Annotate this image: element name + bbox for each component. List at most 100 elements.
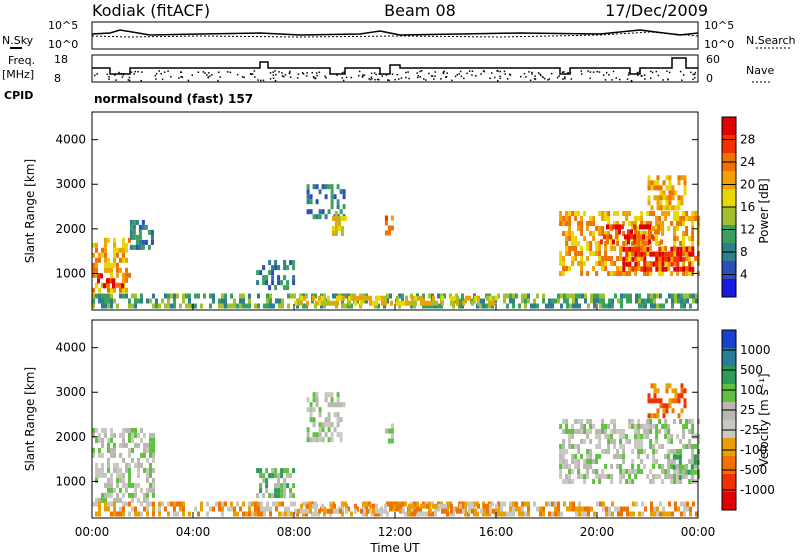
heatmap-cell bbox=[398, 293, 401, 299]
heatmap-cell bbox=[497, 511, 500, 517]
heatmap-cell bbox=[333, 402, 337, 408]
heatmap-cell bbox=[330, 422, 334, 428]
heatmap-cell bbox=[637, 469, 641, 474]
heatmap-cell bbox=[384, 230, 388, 236]
heatmap-cell bbox=[107, 442, 110, 448]
heatmap-cell bbox=[324, 184, 328, 190]
heatmap-cell bbox=[571, 444, 575, 449]
heatmap-cell bbox=[562, 231, 566, 236]
heatmap-cell bbox=[548, 511, 551, 517]
heatmap-cell bbox=[527, 501, 530, 507]
heatmap-cell bbox=[110, 501, 113, 507]
heatmap-cell bbox=[128, 482, 131, 488]
heatmap-cell bbox=[683, 398, 687, 404]
heatmap-cell bbox=[596, 293, 599, 299]
heatmap-cell bbox=[467, 511, 470, 517]
heatmap-cell bbox=[480, 508, 483, 514]
heatmap-cell bbox=[518, 303, 521, 309]
heatmap-cell bbox=[622, 454, 626, 459]
heatmap-cell bbox=[631, 424, 635, 429]
heatmap-cell bbox=[492, 508, 495, 514]
heatmap-cell bbox=[583, 211, 587, 216]
heatmap-cell bbox=[589, 216, 593, 221]
heatmap-cell bbox=[271, 270, 275, 276]
nave-dot bbox=[581, 73, 583, 75]
heatmap-cell bbox=[170, 303, 173, 309]
heatmap-cell bbox=[565, 246, 569, 251]
heatmap-cell bbox=[221, 511, 224, 517]
heatmap-cell bbox=[98, 501, 101, 507]
heatmap-cell bbox=[107, 293, 110, 299]
heatmap-cell bbox=[622, 246, 626, 252]
colorbar-tick-label: 25 bbox=[740, 403, 755, 417]
colorbar-tick-label: 500 bbox=[740, 363, 763, 377]
heatmap-cell bbox=[173, 511, 176, 517]
heatmap-cell bbox=[233, 511, 236, 517]
nave-dot bbox=[562, 71, 564, 73]
heatmap-cell bbox=[333, 412, 337, 418]
heatmap-cell bbox=[486, 295, 489, 301]
heatmap-cell bbox=[571, 454, 575, 459]
nave-dot bbox=[459, 70, 462, 73]
heatmap-cell bbox=[209, 293, 212, 299]
heatmap-cell bbox=[339, 295, 342, 301]
colorbar-tick-label: 24 bbox=[740, 155, 755, 169]
heatmap-cell bbox=[580, 266, 584, 271]
heatmap-cell bbox=[287, 293, 290, 299]
heatmap-cell bbox=[143, 452, 146, 458]
heatmap-cell bbox=[254, 506, 257, 512]
heatmap-cell bbox=[658, 241, 662, 246]
heatmap-cell bbox=[682, 271, 686, 276]
heatmap-cell bbox=[598, 256, 602, 261]
heatmap-cell bbox=[667, 459, 671, 464]
heatmap-cell bbox=[562, 454, 566, 459]
heatmap-cell bbox=[577, 429, 581, 434]
nave-dot bbox=[325, 77, 327, 79]
heatmap-cell bbox=[586, 226, 590, 231]
heatmap-cell bbox=[590, 298, 593, 304]
heatmap-cell bbox=[318, 422, 322, 428]
nave-dot bbox=[611, 79, 613, 81]
heatmap-cell bbox=[262, 265, 266, 271]
heatmap-cell bbox=[254, 303, 257, 309]
heatmap-cell bbox=[212, 293, 215, 299]
heatmap-cell bbox=[107, 457, 110, 463]
heatmap-cell bbox=[101, 303, 104, 309]
nave-dot bbox=[127, 79, 130, 81]
heatmap-cell bbox=[107, 257, 110, 263]
heatmap-cell bbox=[152, 447, 155, 453]
heatmap-cell bbox=[334, 216, 338, 221]
heatmap-cell bbox=[682, 216, 686, 221]
nave-dot bbox=[249, 73, 252, 75]
heatmap-cell bbox=[689, 511, 692, 517]
heatmap-cell bbox=[122, 287, 125, 293]
heatmap-cell bbox=[327, 300, 330, 306]
heatmap-cell bbox=[679, 221, 683, 226]
heatmap-cell bbox=[589, 449, 593, 454]
heatmap-cell bbox=[596, 501, 599, 507]
heatmap-cell bbox=[648, 224, 651, 230]
heatmap-cell bbox=[605, 511, 608, 517]
heatmap-cell bbox=[101, 442, 104, 448]
heatmap-cell bbox=[577, 469, 581, 474]
heatmap-cell bbox=[601, 419, 605, 424]
heatmap-cell bbox=[434, 303, 437, 309]
heatmap-cell bbox=[315, 432, 319, 438]
heatmap-cell bbox=[610, 434, 614, 439]
heatmap-cell bbox=[161, 298, 164, 304]
heatmap-cell bbox=[233, 303, 236, 309]
heatmap-cell bbox=[476, 303, 479, 309]
nave-dot bbox=[570, 78, 573, 80]
heatmap-cell bbox=[149, 482, 152, 488]
nave-dot bbox=[106, 73, 109, 76]
heatmap-cell bbox=[575, 303, 578, 309]
colorbar-segment bbox=[722, 189, 736, 207]
heatmap-cell bbox=[330, 437, 334, 443]
heatmap-cell bbox=[559, 444, 563, 449]
heatmap-cell bbox=[601, 261, 605, 266]
heatmap-cell bbox=[128, 477, 131, 483]
heatmap-cell bbox=[616, 241, 620, 246]
heatmap-cell bbox=[575, 511, 578, 517]
nave-dot bbox=[693, 73, 696, 76]
heatmap-cell bbox=[580, 256, 584, 261]
